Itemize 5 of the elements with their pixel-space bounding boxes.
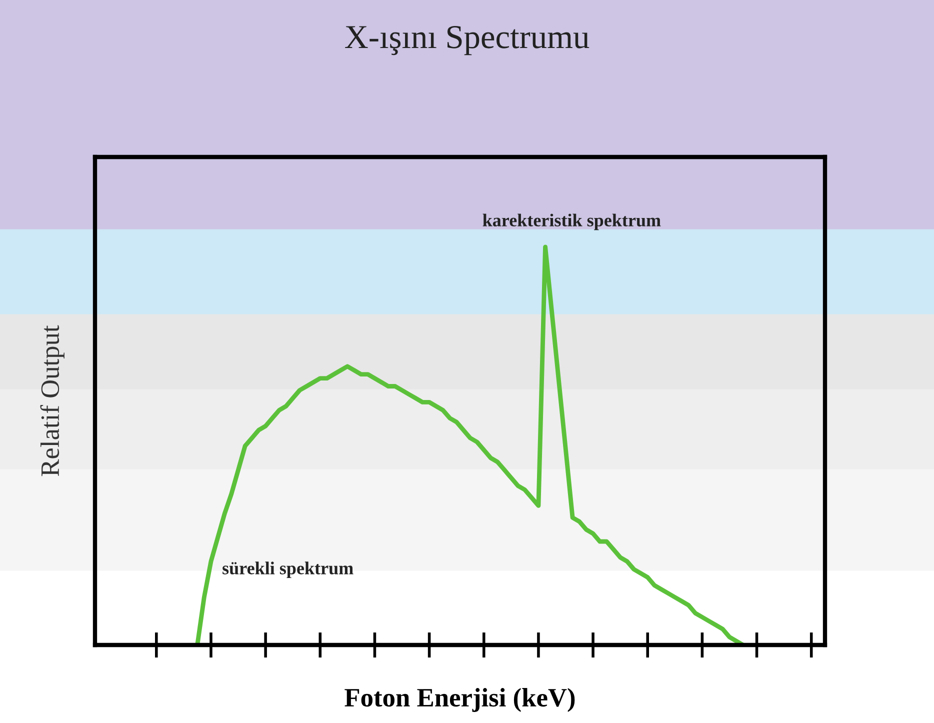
x-axis-title: Foton Enerjisi (keV) — [344, 688, 575, 712]
chart-title: X-ışını Spectrumu — [345, 26, 590, 56]
annotation: sürekli spektrum — [222, 562, 354, 578]
text: karekteristik spektrum — [482, 214, 661, 230]
y-axis-title: Relatif Output — [40, 325, 64, 476]
